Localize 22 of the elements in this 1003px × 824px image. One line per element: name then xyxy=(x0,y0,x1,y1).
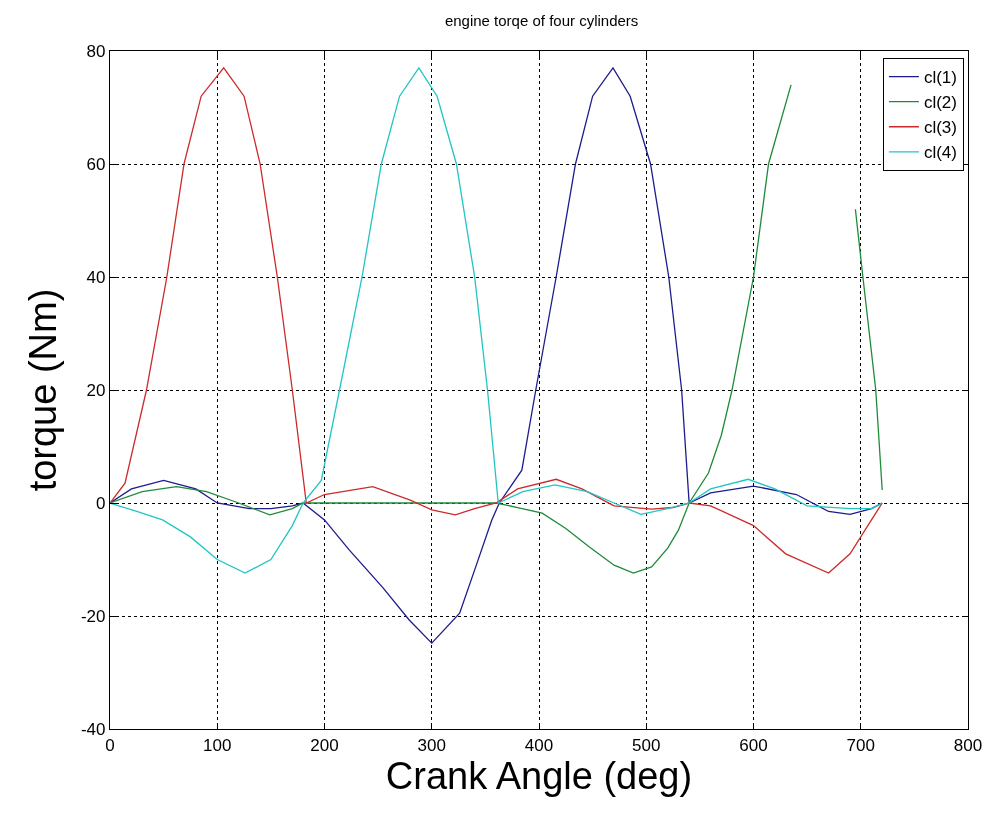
x-axis-title: Crank Angle (deg) xyxy=(385,754,693,797)
x-tick-label: 400 xyxy=(524,735,554,755)
y-tick-label: 60 xyxy=(86,154,106,174)
legend-label: cl(1) xyxy=(923,68,957,88)
x-tick-label: 800 xyxy=(953,735,983,755)
x-tick-label: 700 xyxy=(846,735,875,755)
y-axis-title: torque (Nm) xyxy=(22,288,65,492)
x-tick-label: 500 xyxy=(632,735,661,755)
y-tick-label: 80 xyxy=(86,41,106,61)
legend-label: cl(3) xyxy=(923,118,957,138)
chart-title: engine torqe of four cylinders xyxy=(444,11,639,29)
x-tick-label: 200 xyxy=(310,735,339,755)
x-tick-label: 100 xyxy=(203,735,232,755)
y-tick-label: 20 xyxy=(86,380,106,400)
legend-label: cl(4) xyxy=(923,143,957,163)
x-tick-label: 300 xyxy=(417,735,446,755)
y-tick-label: 0 xyxy=(96,493,106,513)
legend-label: cl(2) xyxy=(923,93,957,113)
y-tick-label: -40 xyxy=(80,719,106,739)
y-tick-label: -20 xyxy=(80,606,106,626)
y-tick-label: 40 xyxy=(86,267,106,287)
x-tick-label: 600 xyxy=(739,735,768,755)
